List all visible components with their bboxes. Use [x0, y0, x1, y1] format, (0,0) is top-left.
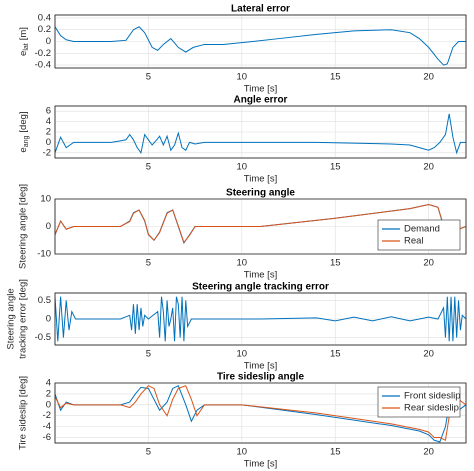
data-line — [55, 385, 466, 442]
y-tick-label: 6 — [46, 106, 51, 117]
panel-title: Angle error — [234, 95, 288, 106]
legend-label: Demand — [404, 224, 440, 235]
y-label-main: e — [18, 147, 29, 152]
y-tick-label: -4 — [43, 421, 51, 432]
legend-box — [377, 219, 461, 251]
data-line — [55, 296, 466, 342]
x-tick-label: 10 — [237, 72, 248, 83]
legend-box — [377, 386, 461, 418]
x-tick-label: 20 — [423, 447, 434, 458]
legend-label: Real — [404, 236, 424, 247]
y-label-sub: ang — [23, 135, 30, 147]
axes-frame — [54, 105, 467, 159]
axes-frame — [54, 14, 467, 69]
axes-frame — [54, 292, 467, 346]
y-tick-label: -0.5 — [35, 332, 51, 343]
y-tick-label: -2 — [43, 147, 51, 158]
x-tick-label: 10 — [237, 258, 248, 269]
y-tick-label: -2 — [43, 410, 51, 421]
x-tick-label: 15 — [330, 349, 341, 360]
y-tick-label: 0.4 — [38, 12, 51, 23]
x-tick-label: 20 — [423, 162, 434, 173]
panel-title: Steering angle — [226, 188, 295, 199]
y-label-unit: [deg] — [18, 111, 29, 132]
y-axis-label: elat [m] — [18, 27, 30, 56]
y-axis-label: Tire sideslip [deg] — [18, 376, 29, 450]
panel-title: Tire sideslip angle — [217, 372, 305, 383]
y-tick-label: 0 — [46, 399, 51, 410]
axes-frame — [54, 198, 467, 255]
data-line — [55, 26, 466, 66]
panel-title: Lateral error — [231, 4, 290, 15]
legend-label: Rear sideslip — [404, 403, 459, 414]
x-tick-label: 15 — [330, 447, 341, 458]
y-tick-label: 0 — [46, 36, 51, 47]
x-tick-label: 5 — [146, 258, 151, 269]
x-tick-label: 5 — [146, 72, 151, 83]
y-tick-label: -6 — [43, 432, 51, 443]
x-tick-label: 20 — [423, 258, 434, 269]
x-tick-label: 10 — [237, 447, 248, 458]
x-tick-label: 10 — [237, 162, 248, 173]
x-tick-label: 15 — [330, 72, 341, 83]
y-label-main: e — [18, 51, 29, 56]
y-tick-label: -10 — [37, 249, 51, 260]
y-axis-label: Steering angle [deg] — [18, 184, 29, 269]
y-tick-label: 2 — [46, 388, 51, 399]
axes-frame — [54, 382, 467, 444]
y-axis-label: tracking error [deg] — [18, 279, 29, 359]
y-tick-label: 2 — [46, 127, 51, 138]
x-axis-label: Time [s] — [244, 84, 277, 95]
y-tick-label: 0 — [46, 221, 51, 232]
x-tick-label: 5 — [146, 447, 151, 458]
y-tick-label: 0.2 — [38, 24, 51, 35]
y-tick-label: 4 — [46, 116, 51, 127]
x-axis-label: Time [s] — [244, 174, 277, 185]
x-tick-label: 15 — [330, 162, 341, 173]
y-tick-label: -0.2 — [35, 48, 51, 59]
y-axis-label: eang [deg] — [18, 111, 30, 152]
x-tick-label: 15 — [330, 258, 341, 269]
y-tick-label: 10 — [40, 194, 51, 205]
x-tick-label: 20 — [423, 349, 434, 360]
y-tick-label: 0 — [46, 137, 51, 148]
x-tick-label: 5 — [146, 162, 151, 173]
x-axis-label: Time [s] — [244, 361, 277, 372]
x-tick-label: 20 — [423, 72, 434, 83]
y-axis-label: Steering angle — [6, 288, 17, 349]
y-label-unit: [m] — [18, 27, 29, 40]
y-tick-label: -0.4 — [35, 60, 51, 71]
x-tick-label: 5 — [146, 349, 151, 360]
data-line — [55, 113, 466, 155]
data-line — [55, 203, 466, 244]
y-tick-label: 4 — [46, 378, 51, 389]
panel-title: Steering angle tracking error — [192, 282, 329, 293]
x-axis-label: Time [s] — [244, 270, 277, 281]
x-axis-label: Time [s] — [244, 459, 277, 470]
y-tick-label: 0 — [46, 314, 51, 325]
x-tick-label: 10 — [237, 349, 248, 360]
legend-label: Front sideslip — [404, 391, 461, 402]
y-label-sub: lat — [23, 43, 30, 50]
y-tick-label: 0.5 — [38, 295, 51, 306]
